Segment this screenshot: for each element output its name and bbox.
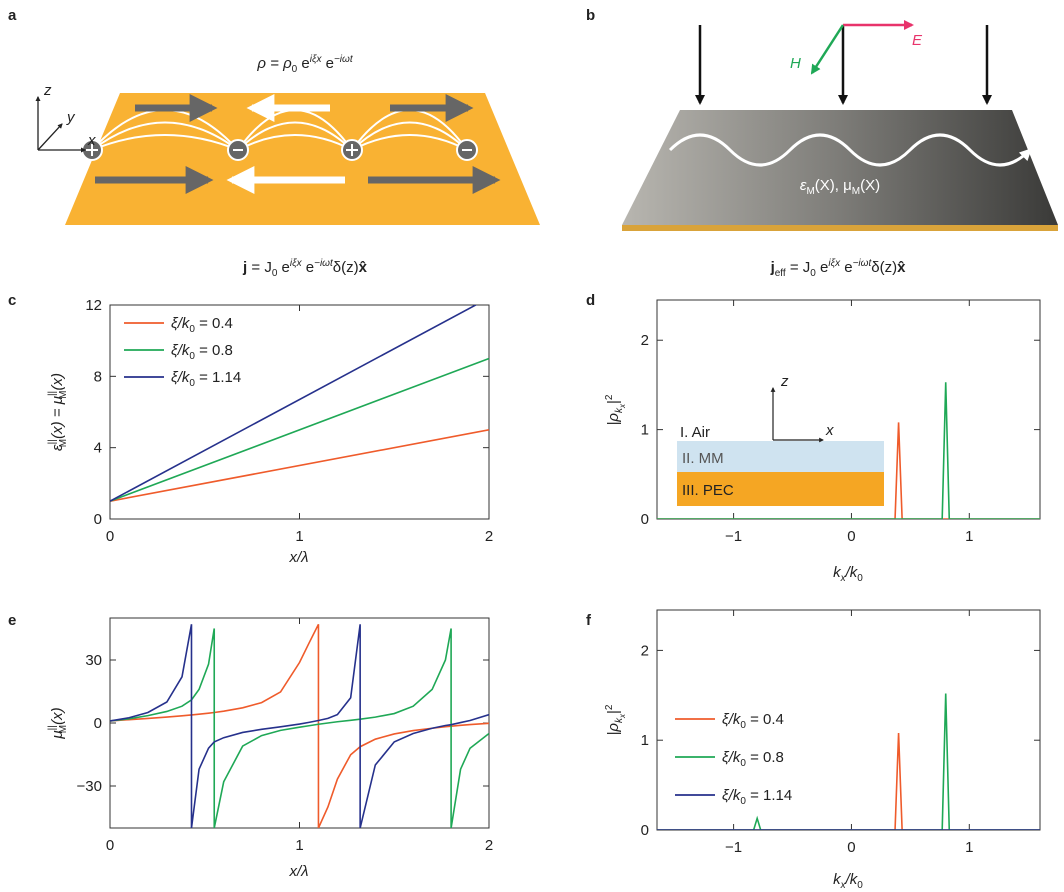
x-tick-label: 0 [847, 839, 855, 856]
legend-label-part: ξ/k [171, 369, 191, 386]
inset: I. Air II. MM III. PEC z x [677, 373, 884, 506]
x-axis-label: kx/k0 [833, 564, 863, 584]
page: a b c d e f z y [0, 0, 1064, 892]
legend-label: ξ/k0 = 0.8 [171, 342, 233, 362]
data-line [110, 298, 489, 501]
panel-b: H E εM(X), μM(X) jeff = J0 eiξx e−iωtδ(z… [622, 25, 1058, 279]
data-line [110, 624, 489, 828]
legend-label-part: = 1.14 [746, 787, 792, 804]
x-tick-label: −1 [725, 528, 742, 545]
data-line [657, 733, 1040, 830]
field-label: H [790, 55, 801, 72]
x-tick-label: 1 [295, 837, 303, 854]
inset-axis-label: x [825, 422, 834, 439]
legend-label: ξ/k0 = 0.4 [171, 315, 233, 335]
plot-lines [657, 694, 1040, 830]
x-axis-label: kx/k0 [833, 871, 863, 891]
coordinate-axes [38, 97, 85, 150]
x-tick-label: 0 [106, 528, 114, 545]
inset-axis-label: z [780, 373, 789, 390]
y-tick-label: 1 [641, 422, 649, 439]
y-tick-label: 12 [85, 297, 102, 314]
field-label: E [912, 32, 923, 49]
data-line [110, 359, 489, 502]
layer-label: II. MM [682, 450, 724, 467]
y-axis-label: μ||M(x) [47, 707, 69, 739]
equation: ρ = ρ0 eiξx e−iωt [256, 54, 353, 75]
panel-label: a [8, 7, 17, 24]
legend-label-part: ξ/k [171, 342, 191, 359]
axis-label: z [43, 82, 52, 99]
x-tick-label: 0 [847, 528, 855, 545]
plot-frame [657, 610, 1040, 830]
legend-label-part: = 0.4 [746, 711, 784, 728]
legend-label-part: = 1.14 [195, 369, 241, 386]
plot-lines [110, 298, 489, 501]
y-axis-label: |ρkx|2 [604, 704, 627, 735]
panel-label: c [8, 292, 16, 309]
equation: jeff = J0 eiξx e−iωtδ(z)x̂ [770, 258, 907, 279]
y-tick-label: 0 [641, 822, 649, 839]
y-tick-label: 1 [641, 732, 649, 749]
x-tick-label: 1 [295, 528, 303, 545]
y-tick-label: 4 [94, 440, 102, 457]
panel-label: b [586, 7, 595, 24]
legend-label-part: = 0.8 [195, 342, 233, 359]
data-line [110, 430, 489, 501]
y-tick-label: 2 [641, 642, 649, 659]
y-tick-label: −30 [77, 778, 102, 795]
figure: a b c d e f z y [0, 0, 1064, 892]
panel-a: z y x ρ = ρ0 eiξx e−iωt j = J0 eiξx e−iω… [38, 54, 540, 279]
axis-label: x [87, 132, 96, 149]
y-tick-label: 8 [94, 368, 102, 385]
y-tick-label: 0 [94, 715, 102, 732]
h-field-arrow [812, 25, 843, 73]
plot-frame [110, 305, 489, 519]
legend-label: ξ/k0 = 0.4 [722, 711, 784, 731]
legend-label-part: = 0.4 [195, 315, 233, 332]
panel-label: d [586, 292, 595, 309]
legend-label: ξ/k0 = 1.14 [171, 369, 241, 389]
x-tick-label: 0 [106, 837, 114, 854]
y-tick-label: 2 [641, 332, 649, 349]
x-tick-label: 2 [485, 528, 493, 545]
incident-arrows [700, 25, 987, 103]
legend-label-part: = 0.8 [746, 749, 784, 766]
data-line [110, 624, 489, 828]
y-tick-label: 30 [85, 652, 102, 669]
y-tick-label: 0 [94, 511, 102, 528]
substrate [622, 225, 1058, 231]
x-tick-label: −1 [725, 839, 742, 856]
legend-label-part: ξ/k [722, 787, 742, 804]
y-axis-label: |ρkx|2 [604, 394, 627, 425]
legend-label: ξ/k0 = 1.14 [722, 787, 792, 807]
y-axis-label: ε||M(x) = μ||M(x) [47, 373, 69, 451]
plot-lines [110, 624, 489, 828]
data-line [657, 694, 1040, 830]
axis-label: y [66, 109, 76, 126]
x-axis-label: x/λ [288, 549, 308, 566]
metamaterial-slab [622, 110, 1058, 225]
legend-label-part: ξ/k [722, 711, 742, 728]
layer-label: I. Air [680, 424, 710, 441]
legend-label-part: ξ/k [171, 315, 191, 332]
x-axis-label: x/λ [288, 863, 308, 880]
legend-label-part: ξ/k [722, 749, 742, 766]
legend-label: ξ/k0 = 0.8 [722, 749, 784, 769]
x-tick-label: 2 [485, 837, 493, 854]
y-tick-label: 0 [641, 511, 649, 528]
panel-label: f [586, 612, 592, 629]
layer-label: III. PEC [682, 482, 734, 499]
equation: j = J0 eiξx e−iωtδ(z)x̂ [242, 258, 368, 279]
x-tick-label: 1 [965, 528, 973, 545]
panel-label: e [8, 612, 16, 629]
plot-frame [110, 618, 489, 828]
x-tick-label: 1 [965, 839, 973, 856]
